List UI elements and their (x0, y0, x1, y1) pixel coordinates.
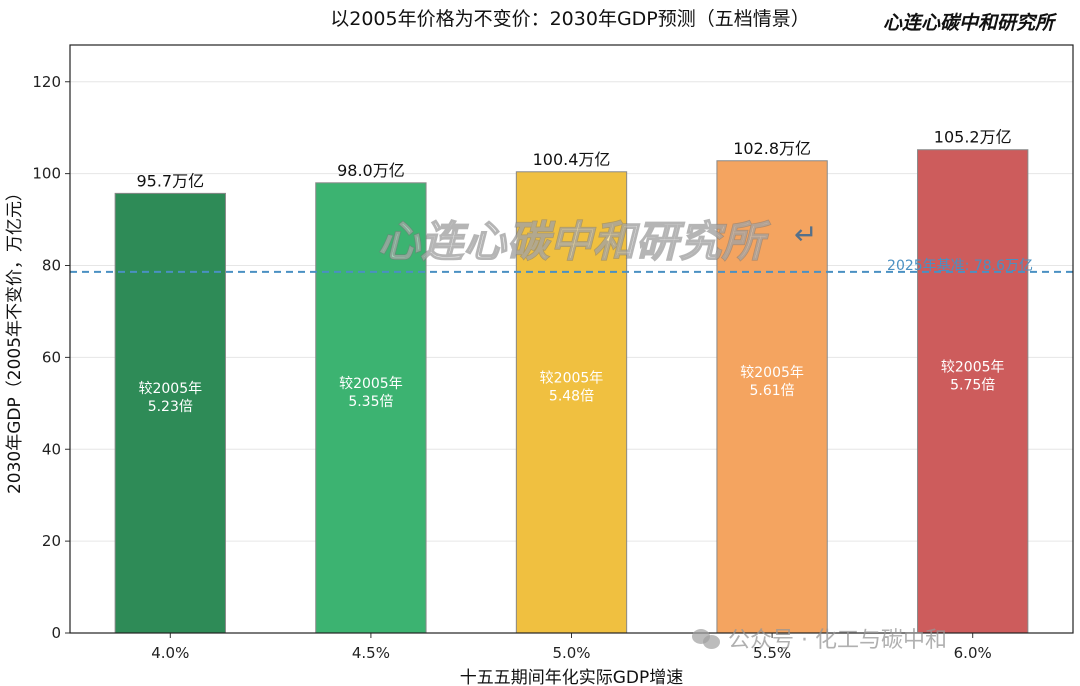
bar-value-label: 95.7万亿 (136, 171, 204, 190)
x-axis-label: 十五五期间年化实际GDP增速 (460, 668, 684, 686)
wechat-watermark: 公众号 · 化工与碳中和 (692, 622, 947, 654)
bar-value-label: 102.8万亿 (733, 139, 811, 158)
bar-value-label: 98.0万亿 (337, 161, 405, 180)
bar (114, 192, 226, 634)
center-watermark: 心连心碳中和研究所 (377, 216, 766, 267)
brand-logo-text: 心连心碳中和研究所 (882, 12, 1054, 34)
bar (716, 160, 828, 634)
bar-ratio-label: 5.61倍 (750, 383, 795, 399)
y-axis-label: 2030年GDP（2005年不变价，万亿元） (5, 184, 25, 494)
bar-ratio-label: 较2005年 (339, 376, 403, 392)
return-arrow-icon: ↵ (794, 218, 818, 251)
reference-line-label: 2025年基准: 78.6万亿 (887, 257, 1033, 274)
bar-value-label: 105.2万亿 (934, 128, 1012, 147)
bar-ratio-label: 较2005年 (138, 381, 202, 397)
chart-title: 以2005年价格为不变价：2030年GDP预测（五档情景） (330, 8, 810, 30)
x-tick-label: 4.0% (151, 644, 189, 662)
bar-value-label: 100.4万亿 (533, 150, 611, 169)
wechat-watermark-text: 公众号 · 化工与碳中和 (728, 628, 947, 653)
y-tick-label: 0 (51, 624, 61, 642)
bar-ratio-label: 5.75倍 (950, 377, 995, 393)
y-tick-label: 40 (42, 440, 61, 458)
bar-ratio-label: 5.48倍 (549, 388, 594, 404)
bar (515, 171, 628, 634)
wechat-icon (692, 627, 722, 651)
x-tick-label: 5.5% (753, 644, 791, 662)
y-tick-label: 120 (32, 73, 61, 91)
y-tick-label: 100 (32, 165, 61, 183)
bar-ratio-label: 5.23倍 (148, 399, 193, 415)
bar-ratio-label: 较2005年 (740, 365, 804, 381)
y-tick-label: 20 (42, 532, 61, 550)
bar (315, 182, 427, 634)
bar (917, 149, 1029, 634)
y-tick-label: 60 (42, 348, 61, 366)
y-tick-label: 80 (42, 257, 61, 275)
bar-ratio-label: 较2005年 (941, 359, 1005, 375)
x-tick-label: 4.5% (352, 644, 390, 662)
x-tick-label: 5.0% (552, 644, 590, 662)
plot-frame (69, 44, 1074, 634)
bar-ratio-label: 5.35倍 (348, 394, 393, 410)
bar-ratio-label: 较2005年 (540, 370, 604, 386)
x-tick-label: 6.0% (954, 644, 992, 662)
